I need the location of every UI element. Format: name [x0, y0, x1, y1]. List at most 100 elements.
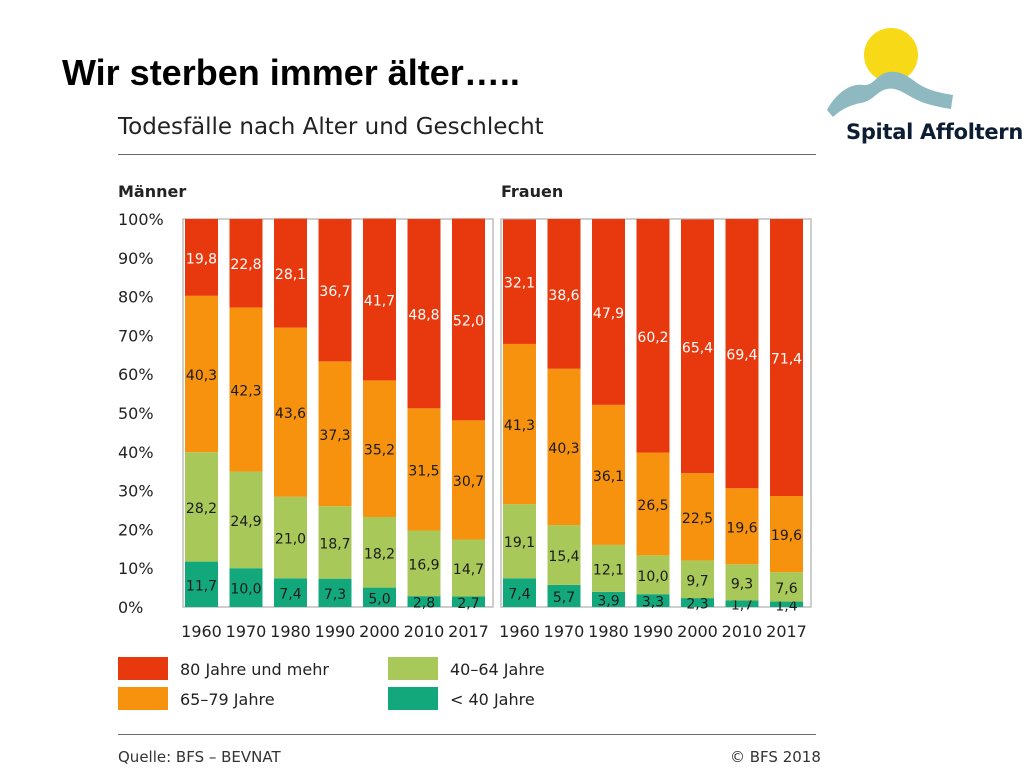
data-label: 3,3 — [642, 595, 664, 611]
bar-segment — [547, 219, 581, 369]
footer-rule — [118, 734, 816, 735]
data-label: 69,4 — [726, 348, 757, 364]
data-label: 7,6 — [775, 581, 797, 597]
bar-segment — [318, 219, 352, 362]
bar-segment — [407, 219, 441, 409]
bar-segment — [681, 560, 714, 599]
source-note: Quelle: BFS – BEVNAT — [118, 748, 281, 766]
bar-segment — [185, 295, 218, 453]
bar-segment — [503, 343, 536, 505]
data-label: 5,0 — [368, 591, 390, 607]
x-tick-label: 2017 — [766, 622, 807, 641]
bar-segment — [363, 218, 396, 381]
data-label: 22,5 — [682, 511, 713, 527]
data-label: 7,3 — [324, 587, 346, 603]
bar-segment — [770, 496, 803, 573]
data-label: 15,4 — [548, 549, 579, 565]
bar-segment — [452, 539, 485, 597]
data-label: 30,7 — [453, 474, 484, 490]
y-tick-label: 60% — [118, 365, 154, 384]
data-label: 24,9 — [230, 514, 261, 530]
bar-segment — [770, 219, 803, 497]
x-tick-label: 2017 — [448, 622, 489, 641]
bar-segment — [725, 600, 759, 607]
bar-segment — [636, 219, 670, 453]
slide-title: Wir sterben immer älter….. — [62, 52, 520, 93]
logo — [825, 25, 1015, 155]
bar-segment — [592, 219, 625, 405]
data-label: 1,7 — [731, 598, 753, 614]
y-tick-label: 0% — [118, 598, 143, 617]
bar-segment — [547, 525, 581, 585]
x-tick-label: 1980 — [270, 622, 311, 641]
x-tick-label: 1970 — [544, 622, 585, 641]
title-rule — [118, 154, 816, 155]
bar-segment — [274, 496, 307, 579]
data-label: 7,4 — [508, 587, 530, 603]
data-label: 65,4 — [682, 340, 713, 356]
bar-segment — [363, 587, 396, 607]
data-label: 42,3 — [230, 384, 261, 400]
x-tick-label: 1970 — [226, 622, 267, 641]
data-label: 12,1 — [593, 562, 624, 578]
x-tick-label: 2010 — [404, 622, 445, 641]
bar-segment — [503, 219, 536, 344]
bar-segment — [229, 471, 263, 569]
bar-segment — [229, 219, 263, 308]
data-label: 11,7 — [186, 578, 217, 594]
data-label: 14,7 — [453, 562, 484, 578]
bar-segment — [636, 452, 670, 556]
data-label: 1,4 — [775, 598, 797, 614]
bar-segment — [725, 488, 759, 565]
data-label: 26,5 — [637, 498, 668, 514]
data-label: 38,6 — [548, 288, 579, 304]
data-label: 43,6 — [275, 406, 306, 422]
data-label: 22,8 — [230, 257, 261, 273]
panel-title: Männer — [118, 182, 186, 201]
bar-segment — [681, 219, 714, 474]
data-label: 3,9 — [597, 593, 619, 609]
data-label: 60,2 — [637, 330, 668, 346]
data-label: 40,3 — [548, 441, 579, 457]
bar-segment — [229, 307, 263, 472]
data-label: 2,7 — [457, 596, 479, 612]
bar-segment — [592, 544, 625, 592]
y-tick-label: 80% — [118, 288, 154, 307]
data-label: 31,5 — [408, 463, 439, 479]
data-label: 7,4 — [279, 587, 301, 603]
x-tick-label: 1960 — [181, 622, 222, 641]
data-label: 28,2 — [186, 501, 217, 517]
data-label: 37,3 — [319, 428, 350, 444]
bar-segment — [503, 578, 536, 607]
bar-segment — [185, 561, 218, 607]
data-label: 16,9 — [408, 557, 439, 573]
legend-label: 40–64 Jahre — [450, 660, 545, 679]
bar-segment — [725, 219, 759, 489]
data-label: 18,2 — [364, 546, 395, 562]
bar-segment — [592, 591, 625, 607]
data-label: 5,7 — [553, 590, 575, 606]
x-tick-label: 2010 — [722, 622, 763, 641]
bar-segment — [636, 555, 670, 595]
bar-segment — [452, 420, 485, 540]
bar-segment — [274, 578, 307, 607]
y-tick-label: 90% — [118, 249, 154, 268]
data-label: 36,7 — [319, 284, 350, 300]
data-label: 36,1 — [593, 469, 624, 485]
data-label: 48,8 — [408, 308, 439, 324]
x-tick-label: 1990 — [633, 622, 674, 641]
legend-swatch — [118, 657, 168, 680]
bar-segment — [547, 368, 581, 526]
y-tick-label: 50% — [118, 404, 154, 423]
logo-name: Spital Affoltern — [846, 120, 1024, 144]
data-label: 71,4 — [771, 352, 802, 368]
data-label: 41,3 — [504, 418, 535, 434]
data-label: 9,7 — [686, 573, 708, 589]
copyright-note: © BFS 2018 — [730, 748, 821, 766]
y-tick-label: 30% — [118, 482, 154, 501]
legend-swatch — [388, 657, 438, 680]
bar-segment — [229, 568, 263, 607]
bar-segment — [681, 598, 714, 607]
y-tick-label: 40% — [118, 443, 154, 462]
